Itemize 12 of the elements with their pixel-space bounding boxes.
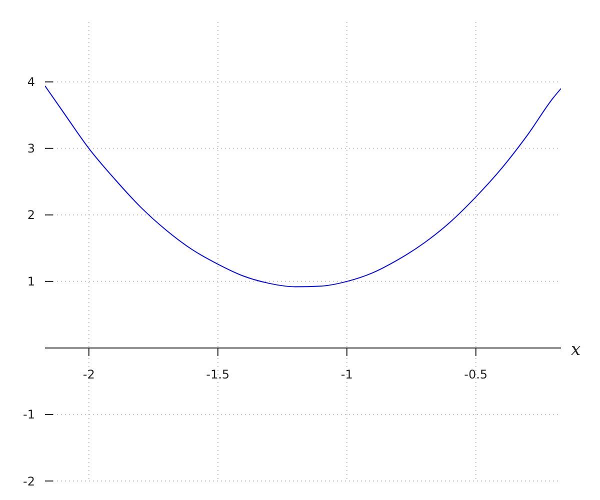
- line-series: [45, 85, 561, 288]
- y-tick-label: 1: [27, 274, 35, 289]
- x-tick-label: -1: [340, 367, 353, 382]
- x-axis-title: x: [571, 340, 581, 360]
- y-tick-label: 2: [27, 208, 35, 222]
- y-tick-label: 3: [27, 142, 35, 156]
- y-tick-label: 4: [27, 75, 35, 90]
- x-tick-label: -1.5: [206, 367, 230, 382]
- y-tick-label: -2: [23, 474, 35, 488]
- x-tick-label: -0.5: [464, 367, 488, 382]
- y-tick-label: -1: [23, 408, 35, 422]
- x-tick-label: -2: [82, 367, 95, 382]
